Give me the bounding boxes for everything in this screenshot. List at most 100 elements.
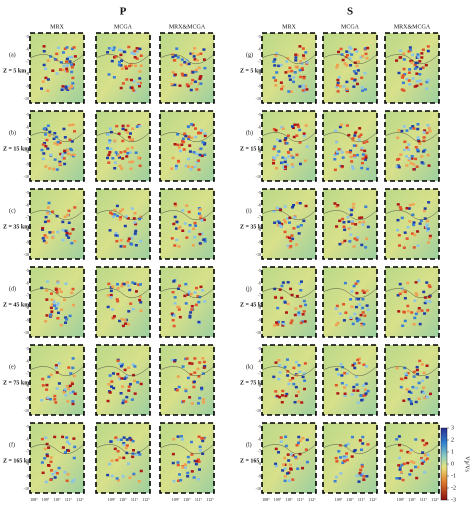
anomaly-cell: [70, 480, 74, 484]
anomaly-cell: [415, 293, 419, 297]
anomaly-cell: [415, 368, 419, 372]
anomaly-cell: [44, 215, 48, 219]
anomaly-cell: [428, 300, 432, 303]
anomaly-cell: [363, 149, 367, 153]
anomaly-cell: [178, 225, 182, 229]
anomaly-cell: [297, 400, 301, 403]
anomaly-cell: [136, 82, 140, 86]
anomaly-cell: [46, 210, 50, 213]
anomaly-cell: [131, 281, 135, 284]
anomaly-cell: [333, 202, 337, 205]
anomaly-cell: [44, 165, 48, 168]
anomaly-cell: [183, 132, 187, 135]
anomaly-cell: [202, 360, 206, 364]
anomaly-cell: [132, 217, 136, 220]
anomaly-cell: [336, 373, 340, 376]
anomaly-cell: [51, 69, 55, 72]
anomaly-cell: [358, 216, 362, 220]
anomaly-cell: [49, 292, 53, 295]
anomaly-cell: [362, 141, 366, 144]
anomaly-cell: [298, 201, 302, 205]
anomaly-cell: [188, 144, 192, 147]
anomaly-cell: [119, 151, 123, 154]
map-background: [30, 423, 84, 493]
anomaly-cell: [339, 363, 343, 366]
anomaly-cell: [118, 377, 122, 381]
anomaly-cell: [202, 366, 206, 369]
anomaly-cell: [137, 480, 141, 483]
anomaly-cell: [123, 245, 127, 248]
anomaly-cell: [64, 394, 68, 397]
anomaly-cell: [137, 283, 141, 287]
anomaly-cell: [405, 164, 409, 167]
anomaly-cell: [336, 83, 340, 87]
x-tick-label: 111°: [358, 497, 366, 502]
anomaly-cell: [402, 462, 406, 466]
anomaly-cell: [345, 87, 349, 91]
anomaly-cell: [286, 134, 290, 137]
anomaly-cell: [201, 357, 205, 360]
anomaly-cell: [56, 281, 60, 284]
anomaly-cell: [172, 314, 176, 317]
anomaly-cell: [400, 129, 404, 133]
anomaly-cell: [347, 227, 351, 230]
map-panel: [29, 344, 85, 416]
depth-label: Z = 15 km: [3, 146, 29, 152]
anomaly-cell: [348, 46, 352, 49]
anomaly-cell: [63, 162, 67, 166]
anomaly-cell: [360, 148, 364, 152]
anomaly-cell: [133, 392, 137, 395]
anomaly-cell: [193, 235, 197, 239]
anomaly-cell: [412, 375, 416, 378]
anomaly-cell: [129, 302, 133, 305]
anomaly-cell: [419, 67, 423, 71]
anomaly-cell: [409, 448, 413, 452]
anomaly-cell: [302, 134, 306, 138]
anomaly-cell: [51, 210, 55, 214]
anomaly-cell: [139, 215, 143, 219]
map-panel: [29, 188, 85, 260]
anomaly-cell: [357, 318, 361, 321]
y-tick-label: -7: [26, 371, 29, 376]
anomaly-cell: [301, 375, 305, 379]
anomaly-cell: [106, 133, 110, 136]
map-frame: [95, 266, 151, 338]
coastline: [159, 287, 215, 299]
anomaly-cell: [412, 221, 416, 224]
anomaly-cell: [295, 153, 299, 157]
anomaly-cell: [190, 402, 194, 405]
anomaly-cell: [126, 239, 130, 243]
anomaly-cell: [399, 207, 403, 211]
anomaly-cell: [107, 73, 111, 76]
anomaly-cell: [190, 362, 194, 365]
anomaly-cell: [352, 202, 356, 206]
anomaly-cell: [127, 310, 131, 313]
anomaly-cell: [107, 153, 111, 157]
anomaly-cell: [277, 395, 281, 399]
map-panel: [322, 32, 378, 104]
anomaly-cell: [361, 306, 365, 310]
anomaly-cell: [69, 63, 73, 66]
anomaly-cell: [53, 131, 57, 135]
anomaly-cell: [184, 466, 188, 469]
y-tick-label: -7: [258, 371, 261, 376]
map-frame: [261, 422, 317, 494]
anomaly-cell: [280, 400, 284, 404]
anomaly-cell: [293, 216, 297, 219]
anomaly-cell: [364, 47, 368, 50]
anomaly-cell: [342, 303, 346, 306]
anomaly-cell: [53, 435, 57, 439]
anomaly-cell: [45, 138, 49, 142]
anomaly-cell: [188, 314, 192, 318]
coastline: [95, 53, 151, 65]
anomaly-cell: [67, 87, 71, 90]
map-panel: [95, 188, 151, 260]
anomaly-cell: [344, 455, 348, 459]
anomaly-cell: [425, 442, 429, 445]
anomaly-cell: [399, 385, 403, 389]
anomaly-cell: [410, 61, 414, 64]
anomaly-cell: [178, 284, 182, 288]
anomaly-cell: [290, 206, 294, 209]
anomaly-cell: [303, 320, 307, 323]
anomaly-cell: [292, 227, 296, 230]
